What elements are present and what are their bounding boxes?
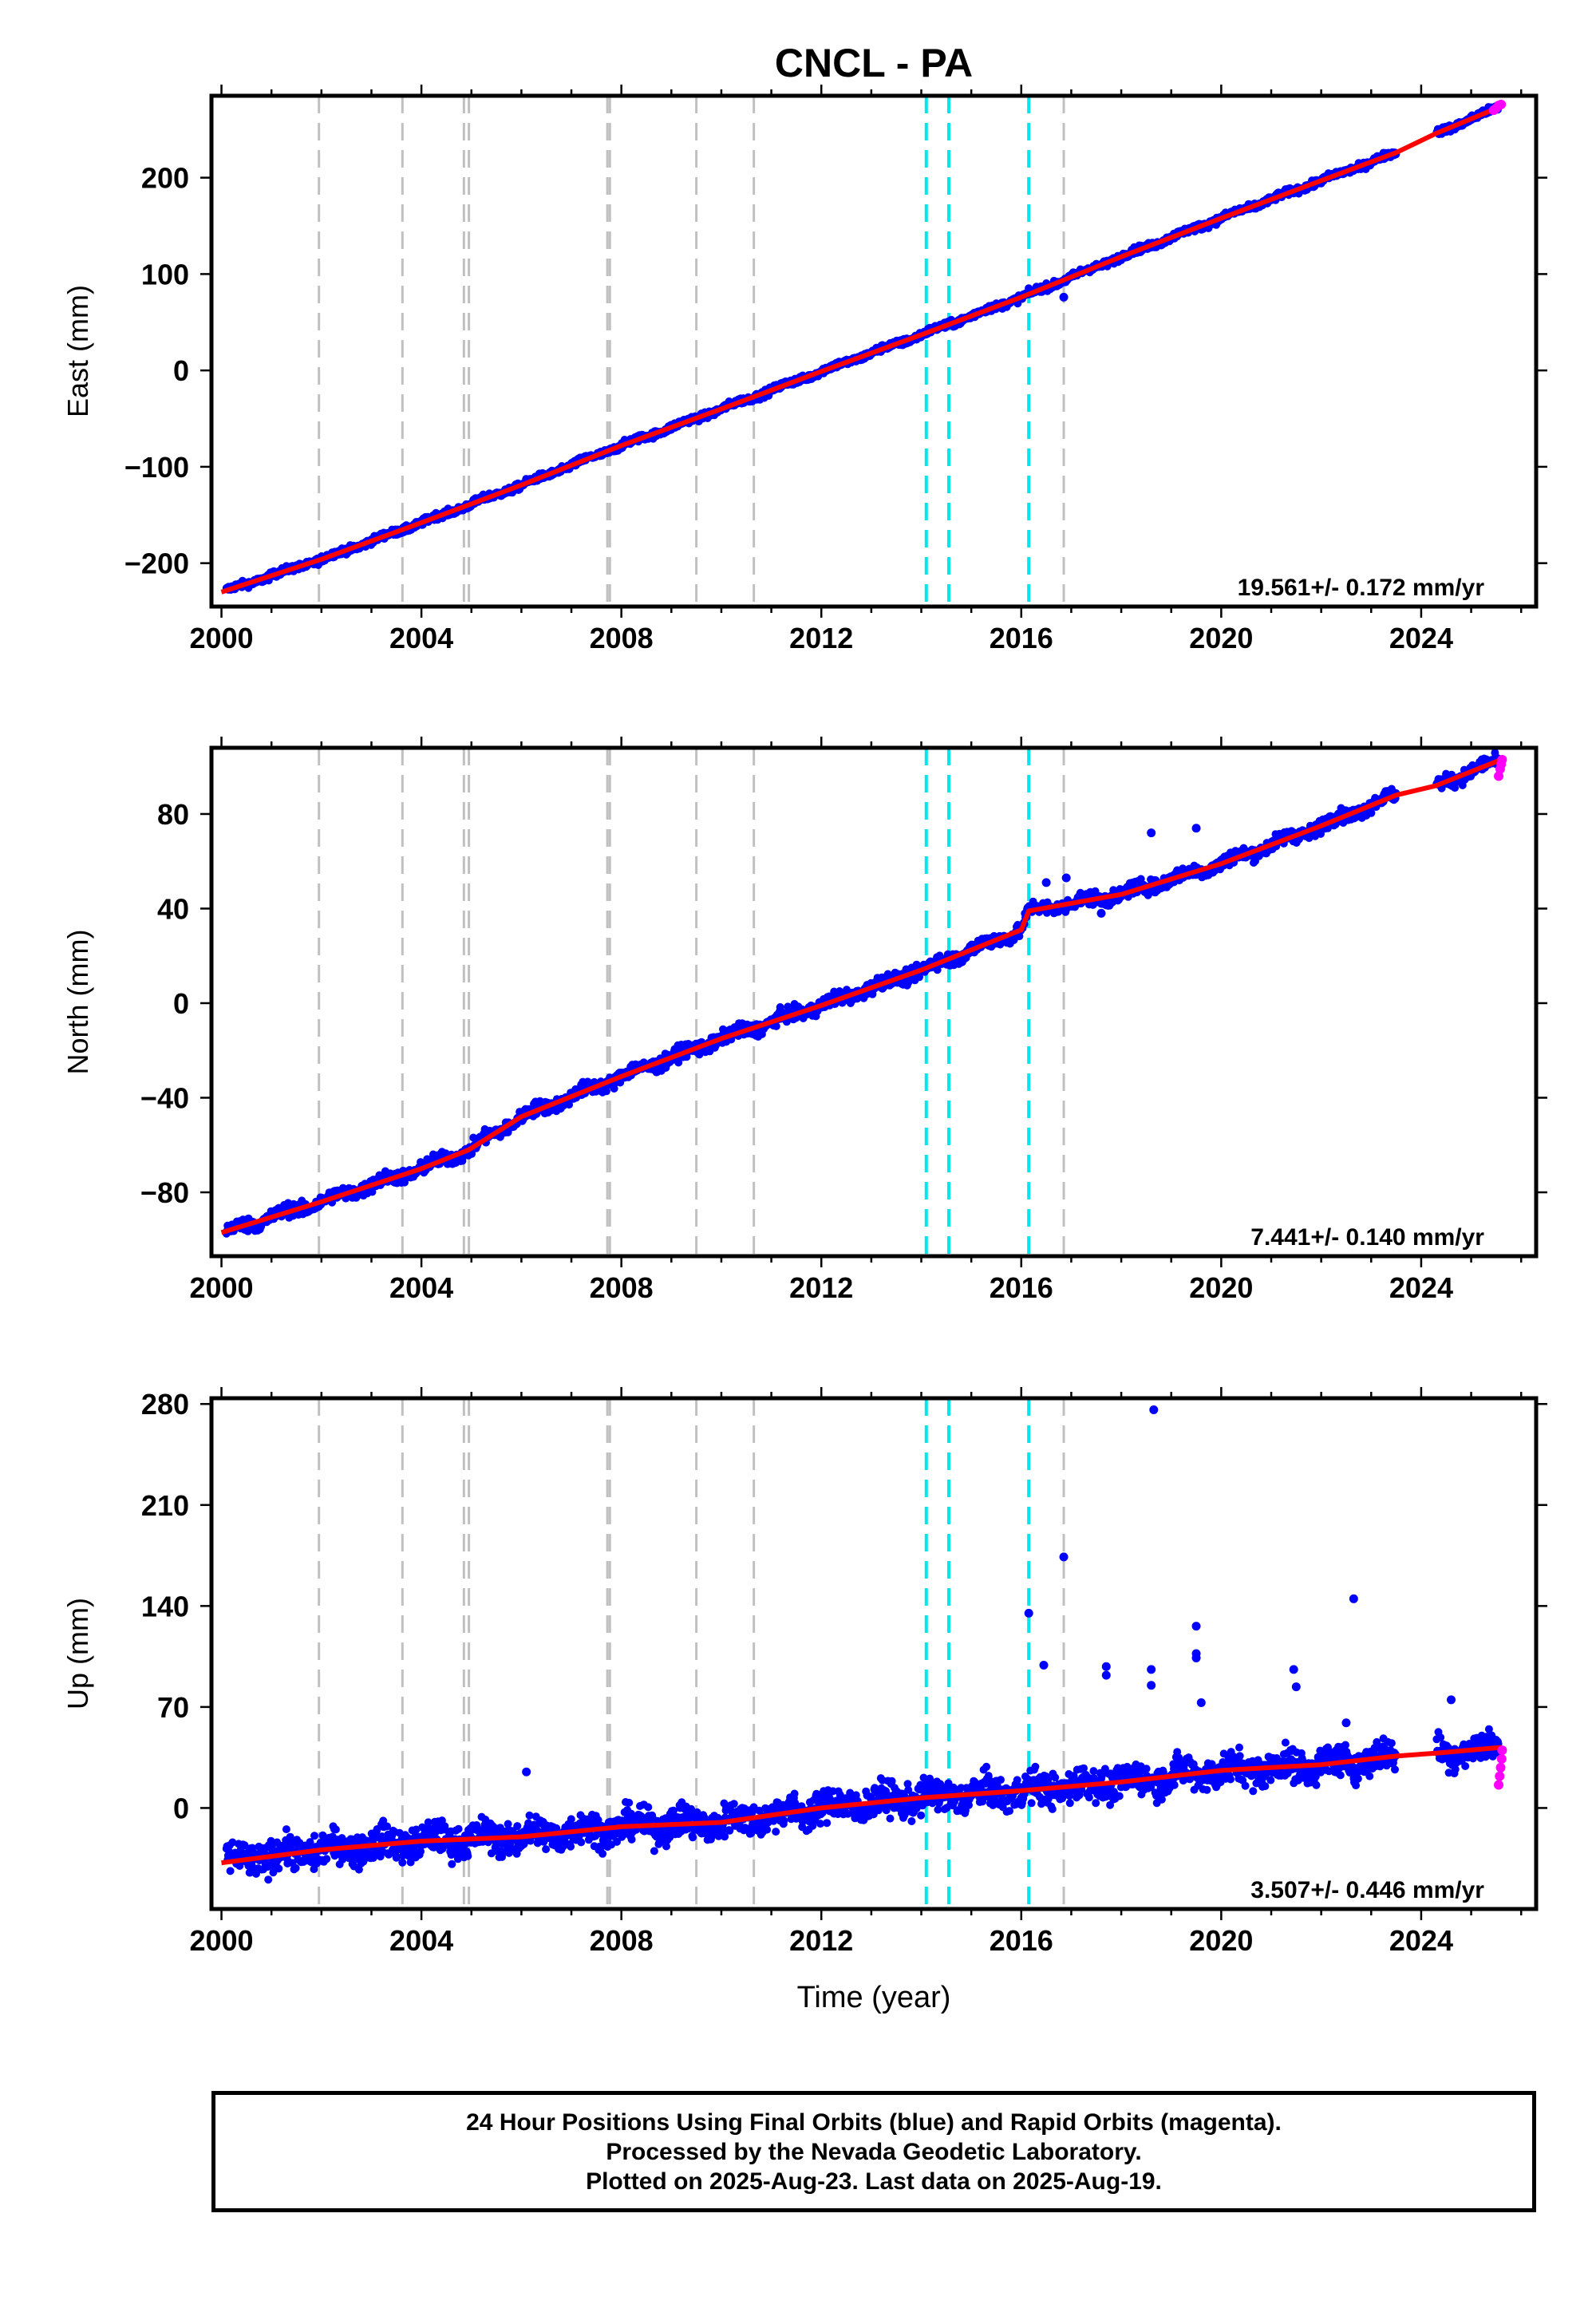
x-tick-label: 2004 [389, 622, 453, 654]
final-orbit-point [228, 1838, 237, 1847]
rapid-orbit-point [1496, 99, 1507, 109]
x-tick-label: 2008 [590, 622, 654, 654]
y-tick-label: 0 [173, 354, 189, 387]
y-tick-label: −200 [124, 547, 189, 580]
x-tick-label: 2000 [189, 622, 253, 654]
y-tick-label: 80 [157, 798, 189, 831]
y-axis-label: North (mm) [61, 930, 94, 1075]
final-orbit-outlier [1147, 828, 1156, 838]
x-tick-label: 2024 [1389, 1271, 1453, 1304]
final-orbit-point [610, 1085, 618, 1093]
x-tick-label: 2008 [590, 1271, 654, 1304]
plot-area [220, 748, 1507, 1256]
final-orbit-point [286, 1832, 294, 1841]
x-tick-label: 2004 [389, 1271, 453, 1304]
panel-east: 2000 2004 2008 2012 2016 2020 2024 −200 −100 0 100… [61, 85, 1547, 654]
final-orbit-outlier [1041, 878, 1051, 887]
y-tick-label: 200 [141, 162, 189, 195]
y-tick-label: 40 [157, 892, 189, 925]
final-orbit-point [331, 1825, 340, 1834]
final-orbit-point [1451, 784, 1460, 792]
x-tick-label: 2012 [789, 1271, 853, 1304]
plot-area [220, 96, 1507, 607]
x-tick-label: 2016 [990, 622, 1053, 654]
panel-frame [209, 93, 1539, 609]
final-orbit-point [310, 1832, 318, 1840]
figure-title: CNCL - PA [775, 41, 973, 85]
final-orbit-point [264, 1875, 273, 1884]
x-tick-label: 2012 [789, 622, 853, 654]
panel-up: 2000 2004 2008 2012 2016 2020 2024070140210280… [61, 1387, 1547, 1957]
final-orbit-point [291, 1863, 300, 1872]
final-orbit-point [322, 1855, 331, 1863]
final-orbit-outlier [1096, 908, 1106, 918]
y-axis-label: East (mm) [61, 285, 94, 417]
rapid-orbit-point [1497, 754, 1507, 765]
final-orbit-point [602, 1087, 610, 1096]
final-orbit-point [354, 1865, 363, 1874]
final-orbit-outlier [1081, 890, 1091, 899]
final-orbit-outlier [1059, 292, 1069, 302]
final-orbit-point [240, 1841, 249, 1850]
final-orbit-point [306, 1838, 314, 1847]
y-tick-label: 100 [141, 258, 189, 290]
final-orbit-points [222, 1405, 1503, 1884]
model-line [220, 757, 1503, 1235]
final-orbit-point [275, 1864, 283, 1873]
rate-label: 7.441+/- 0.140 mm/yr [1250, 1224, 1484, 1251]
panels-group: 2000 2004 2008 2012 2016 2020 2024−200−1000100… [61, 85, 1547, 1957]
x-tick-label: 2020 [1189, 1271, 1253, 1304]
y-tick-label: 0 [173, 987, 189, 1020]
x-tick-label: 2000 [189, 1271, 253, 1304]
final-orbit-point [319, 1832, 328, 1840]
y-tick-label: −100 [124, 451, 189, 484]
final-orbit-point [379, 1816, 388, 1825]
final-orbit-point [933, 966, 942, 974]
x-tick-label: 2016 [990, 1271, 1053, 1304]
x-tick-label: 2020 [1189, 622, 1253, 654]
final-orbit-point [282, 1825, 290, 1834]
final-orbit-point [772, 1022, 780, 1030]
final-orbit-points [222, 102, 1503, 594]
model-line [220, 104, 1503, 595]
final-orbit-point [674, 1058, 683, 1067]
x-tick-label: 2024 [1389, 622, 1453, 654]
y-tick-label: −40 [140, 1081, 189, 1114]
rate-label: 19.561+/- 0.172 mm/yr [1238, 575, 1485, 601]
plot-area [221, 1398, 1507, 1909]
final-orbit-outlier [1061, 873, 1071, 883]
y-tick-label: −80 [140, 1176, 189, 1209]
final-orbit-point [226, 1867, 235, 1875]
panel-north: 2000 2004 2008 2012 2016 2020 2024 −80 −40 0 40 80 N… [61, 737, 1547, 1304]
final-orbit-point [1367, 808, 1376, 817]
final-orbit-outlier [1191, 824, 1201, 833]
panel-frame [209, 745, 1539, 1259]
